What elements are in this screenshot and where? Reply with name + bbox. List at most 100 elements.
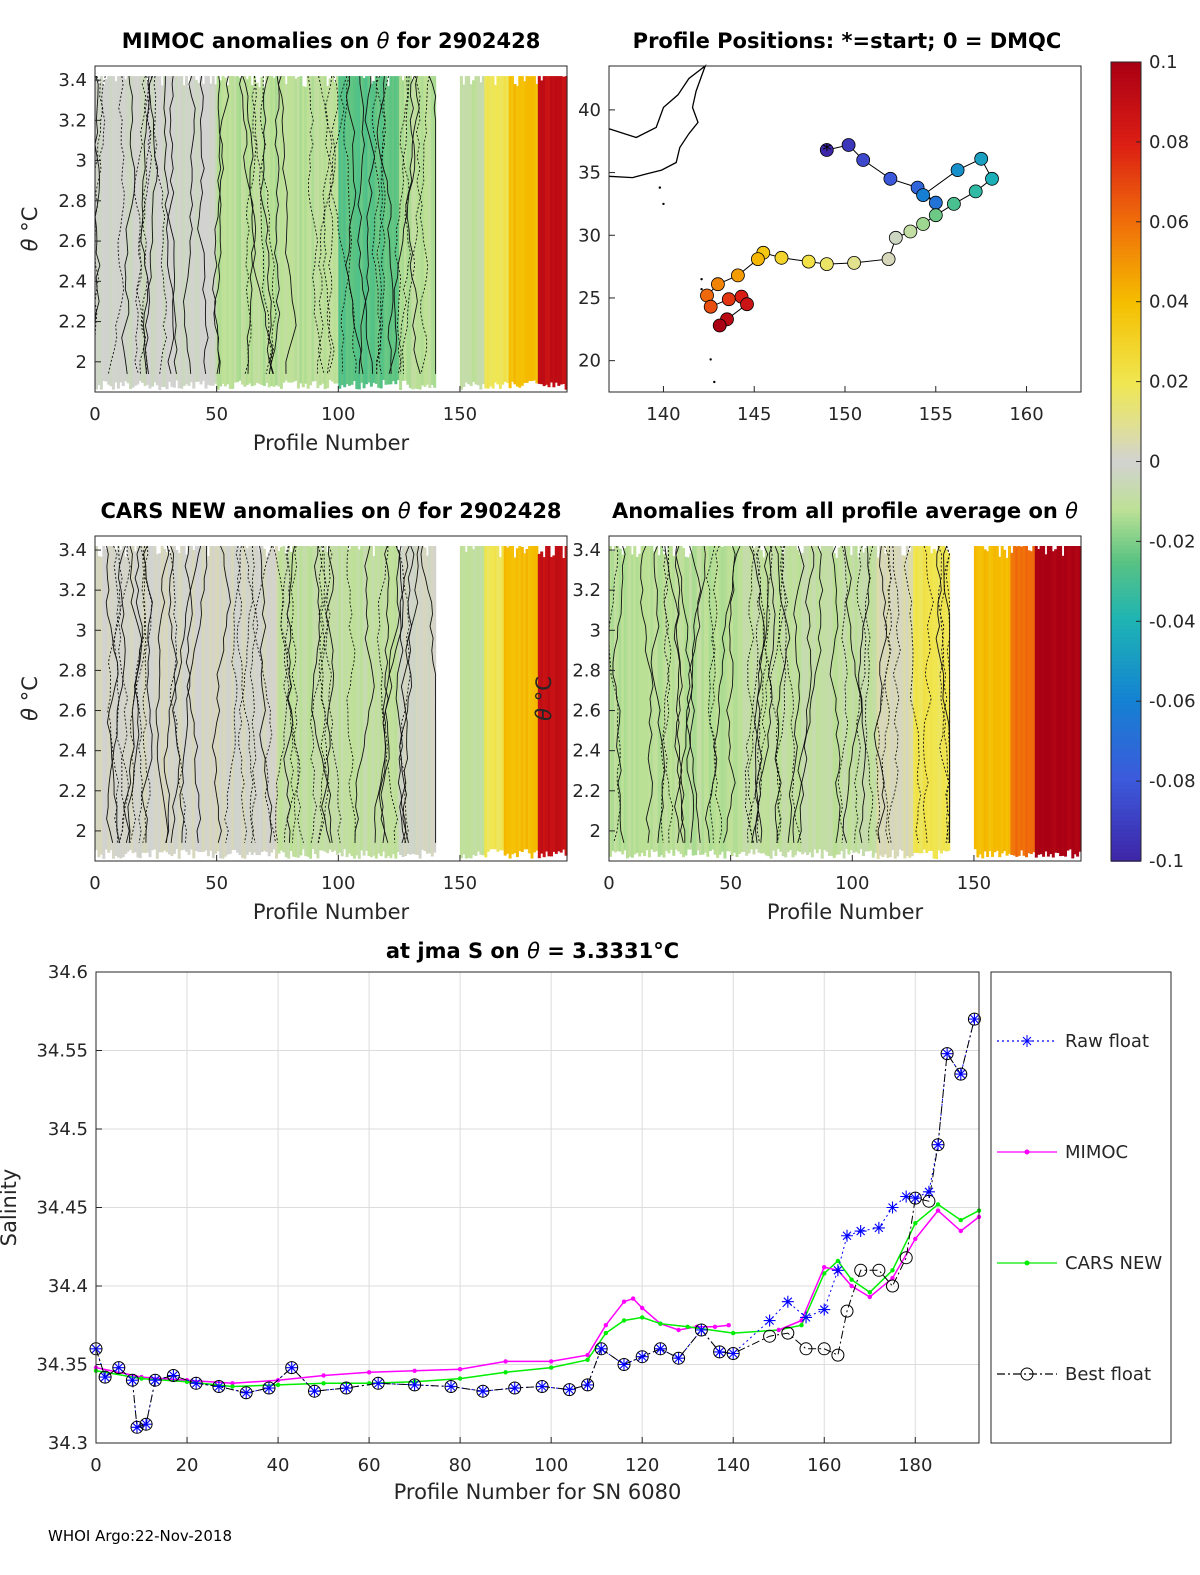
colorbar-swatch [1111,413,1141,419]
contour-line [242,545,259,843]
anomaly-column [511,76,514,382]
colorbar-swatch [1111,837,1141,842]
best-float-point [713,1345,727,1359]
best-float-point [922,1194,936,1208]
contour-line [797,545,824,844]
series-point-mimoc [776,1327,781,1333]
contour-line [399,545,420,844]
series-point-cars-new [835,1258,841,1264]
island-dot [662,202,665,206]
anomaly-column [323,76,327,390]
anomaly-column [192,76,196,389]
anomaly-column [857,557,861,854]
series-point-cars-new [935,1202,941,1207]
anomaly-column [1029,551,1033,854]
anomaly-column [513,84,517,385]
colorbar-swatch [1111,821,1141,826]
anomaly-column [694,546,698,856]
anomaly-column [459,76,463,390]
series-point-cars-new [867,1290,872,1295]
anomaly-column [245,79,249,385]
raw-float-point [595,1342,608,1355]
anomaly-column [1025,546,1028,858]
anomaly-column [479,82,483,390]
contour-lines [105,545,437,844]
anomaly-column [1005,557,1009,856]
anomaly-column [350,76,354,385]
profile-position-marker [947,196,961,211]
contour-line [749,545,765,843]
anomaly-column [871,546,875,858]
x-tick-label: 0 [90,1455,101,1476]
profile-position-marker [703,299,718,314]
colorbar-swatch [1111,489,1141,495]
anomaly-column [815,546,819,854]
best-float-point [840,1304,854,1318]
anomaly-column [421,546,424,850]
anomaly-column [888,546,892,858]
colorbar-swatch [1111,173,1141,179]
raw-float-point [308,1385,321,1398]
anomaly-column [258,550,261,855]
colorbar-swatch [1111,613,1141,619]
colorbar-swatch [1111,349,1141,355]
colorbar-swatch [1111,257,1141,263]
contour-line [746,545,770,843]
anomaly-column [423,547,427,851]
anomaly-column [737,546,741,854]
y-tick-label: 2 [590,821,601,842]
contour-line [706,545,723,843]
best-float-point [125,1373,139,1387]
contour-line [253,76,272,375]
best-float-point [954,1067,968,1081]
anomaly-column [350,546,354,856]
anomaly-column [854,546,858,852]
anomaly-column [153,76,157,383]
anomaly-column [413,76,417,389]
anomaly-column [245,548,249,855]
contour-line [945,545,951,843]
colorbar-swatch [1111,381,1141,387]
anomaly-column [745,546,749,856]
colorbar-swatch [1111,585,1141,591]
contour-line [153,76,168,374]
colorbar-swatch [1111,457,1141,463]
contour-line [211,545,231,844]
colorbar-swatch [1111,625,1141,631]
colorbar-swatch [1111,161,1141,167]
contour-line [179,545,193,843]
contour-line [107,545,131,843]
anomaly-column [849,555,853,851]
anomaly-column [976,546,980,858]
best-float-point [476,1384,490,1398]
colorbar-swatch [1111,517,1141,523]
best-float-point [594,1342,608,1356]
anomaly-column [131,546,135,854]
best-float-point [285,1361,299,1375]
anomaly-column [621,554,625,855]
series-point-mimoc [935,1208,941,1213]
anomaly-column [503,546,507,856]
colorbar-tick-label: -0.02 [1149,531,1196,552]
colorbar-swatch [1111,581,1141,587]
anomaly-column [779,546,783,852]
colorbar-swatch [1111,321,1141,327]
contour-line [829,545,841,843]
best-float-point [166,1369,180,1382]
anomaly-column [523,553,527,850]
colorbar-swatch [1111,525,1141,531]
anomaly-column [148,76,152,389]
anomaly-column [172,76,176,388]
anomaly-column [265,556,269,852]
y-tick-label: 2 [76,352,87,373]
colorbar-tick-label: 0.08 [1149,132,1189,153]
anomaly-column [194,79,198,383]
y-tick-label: 34.55 [36,1041,88,1062]
colorbar-swatch [1111,153,1141,159]
colorbar-swatch [1111,781,1141,786]
anomaly-column [304,546,308,857]
colorbar-swatch [1111,505,1141,511]
y-tick-label: 2.4 [572,741,601,762]
contour-line [357,76,374,374]
anomaly-column [374,76,378,384]
